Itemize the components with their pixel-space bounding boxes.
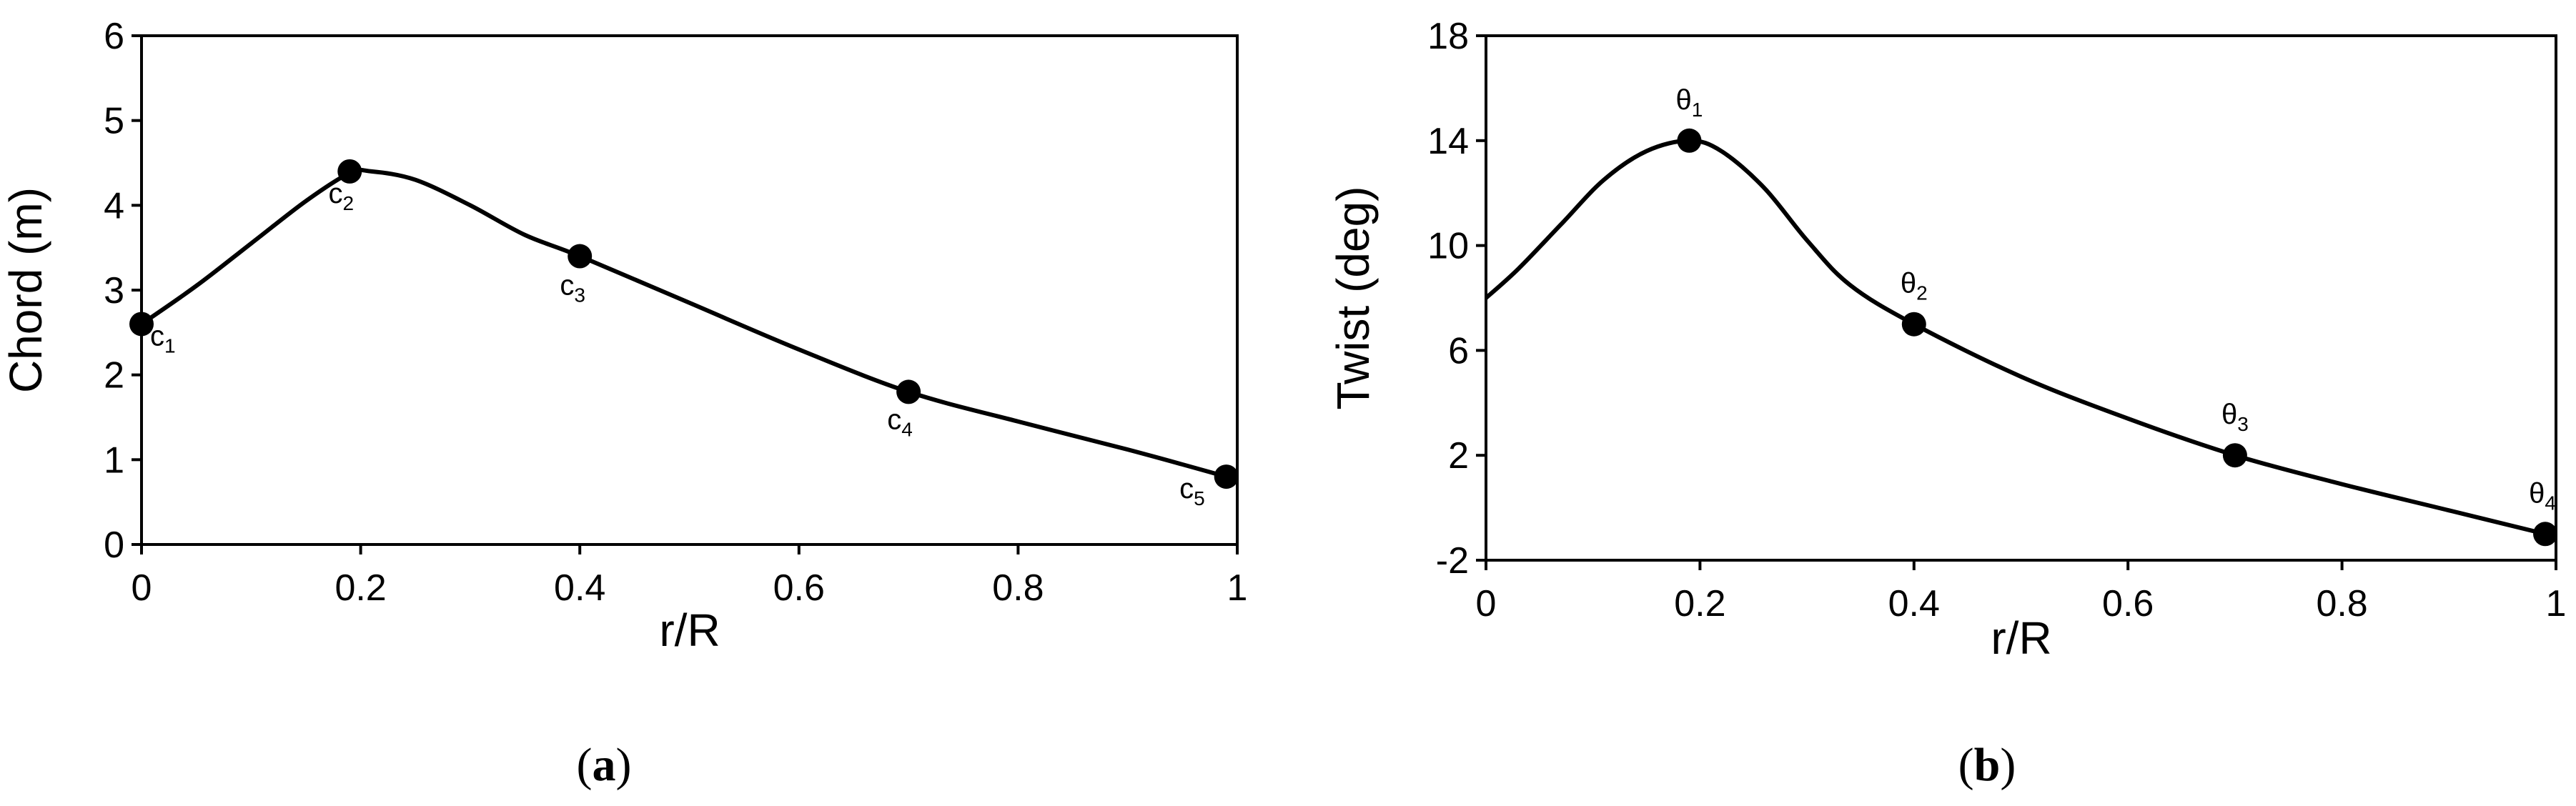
twist-curve xyxy=(1485,138,2546,537)
control-point-label-subscript: 4 xyxy=(2545,492,2556,514)
caption-a: (a) xyxy=(577,739,632,791)
control-point-label-subscript: 5 xyxy=(1194,487,1205,509)
control-point-label-subscript: 1 xyxy=(164,334,176,357)
y-tick-labels: 0 1 2 3 4 5 6 xyxy=(104,16,124,566)
x-tick-label: 0.8 xyxy=(992,567,1044,609)
plot-area-frame xyxy=(140,34,1239,546)
y-tick-label: 3 xyxy=(104,270,124,312)
y-tick-label: 0 xyxy=(104,524,124,566)
control-point-label-subscript: 1 xyxy=(1692,99,1703,121)
y-tick-label: 4 xyxy=(104,185,124,227)
x-tick-labels: 0 0.2 0.4 0.6 0.8 1 xyxy=(1476,583,2567,625)
control-point-label: θ2 xyxy=(1901,268,1928,304)
caption-b: (b) xyxy=(1958,739,2016,791)
control-point-label: θ3 xyxy=(2221,399,2249,435)
y-tick-label: 18 xyxy=(1427,16,1469,57)
y-tick-label: 5 xyxy=(104,101,124,142)
caption-a-letter: a xyxy=(593,739,616,791)
control-point-label-base: θ xyxy=(1901,268,1916,299)
control-point-marker xyxy=(1214,464,1239,489)
control-point-marker xyxy=(1901,312,1926,337)
y-tick-label: 2 xyxy=(104,355,124,397)
x-tick-label: 0.6 xyxy=(2102,583,2154,625)
x-tick-label: 0 xyxy=(1476,583,1497,625)
control-point-label-base: θ xyxy=(1676,84,1692,116)
x-tick-label: 0.4 xyxy=(1888,583,1940,625)
control-point-label-base: c xyxy=(887,404,901,435)
control-point-label-subscript: 2 xyxy=(1916,282,1928,304)
y-axis-title: Twist (deg) xyxy=(1327,186,1379,410)
control-point-marker xyxy=(2533,522,2558,547)
y-tick-labels: -2 2 6 10 14 18 xyxy=(1427,16,1469,582)
control-point-label: θ4 xyxy=(2529,477,2556,514)
control-point-label-subscript: 2 xyxy=(342,192,354,214)
control-point-marker xyxy=(337,159,362,184)
control-point-label-base: θ xyxy=(2529,477,2545,509)
x-tick-label: 1 xyxy=(1227,567,1248,609)
control-point-label-subscript: 4 xyxy=(901,418,913,440)
y-tick-label: 10 xyxy=(1427,226,1469,267)
control-point-label-base: c xyxy=(150,320,164,352)
x-axis-title: r/R xyxy=(659,604,720,656)
control-point-label-subscript: 3 xyxy=(2237,413,2249,435)
control-point-marker xyxy=(1677,128,1702,153)
y-tick-label: -2 xyxy=(1436,540,1469,582)
tick-marks xyxy=(132,34,1239,554)
x-tick-label: 1 xyxy=(2546,583,2567,625)
y-tick-label: 6 xyxy=(104,16,124,57)
y-tick-label: 14 xyxy=(1427,121,1469,162)
y-tick-label: 6 xyxy=(1448,330,1469,372)
x-tick-label: 0.4 xyxy=(554,567,605,609)
control-point-label-base: c xyxy=(328,178,342,209)
plot-area-frame xyxy=(1485,34,2557,562)
control-point-label-base: c xyxy=(1179,473,1194,504)
caption-b-letter: b xyxy=(1974,739,2001,791)
control-point-marker xyxy=(568,244,593,269)
control-point-label: c5 xyxy=(1179,473,1205,509)
control-point-label: c2 xyxy=(328,178,354,214)
control-point-label: c4 xyxy=(887,404,913,440)
control-point-marker xyxy=(896,379,921,404)
x-axis-title: r/R xyxy=(1991,612,2051,664)
y-tick-label: 2 xyxy=(1448,435,1469,477)
control-point-marker xyxy=(129,312,154,337)
control-point-label: c3 xyxy=(560,270,585,307)
tick-marks xyxy=(1476,34,2557,570)
control-point-label-subscript: 3 xyxy=(574,284,585,307)
x-tick-label: 0.8 xyxy=(2316,583,2367,625)
y-tick-label: 1 xyxy=(104,439,124,481)
control-point-label-base: c xyxy=(560,270,574,302)
control-point-label: c1 xyxy=(150,320,176,357)
y-axis-title: Chord (m) xyxy=(0,187,51,393)
control-point-label-base: θ xyxy=(2221,399,2237,430)
x-tick-label: 0.2 xyxy=(335,567,386,609)
chord-curve xyxy=(140,167,1227,479)
x-tick-label: 0 xyxy=(132,567,152,609)
control-point-label: θ1 xyxy=(1676,84,1703,121)
control-point-marker xyxy=(2222,443,2247,468)
x-tick-label: 0.2 xyxy=(1674,583,1725,625)
x-tick-label: 0.6 xyxy=(773,567,825,609)
x-tick-labels: 0 0.2 0.4 0.6 0.8 1 xyxy=(132,567,1248,609)
